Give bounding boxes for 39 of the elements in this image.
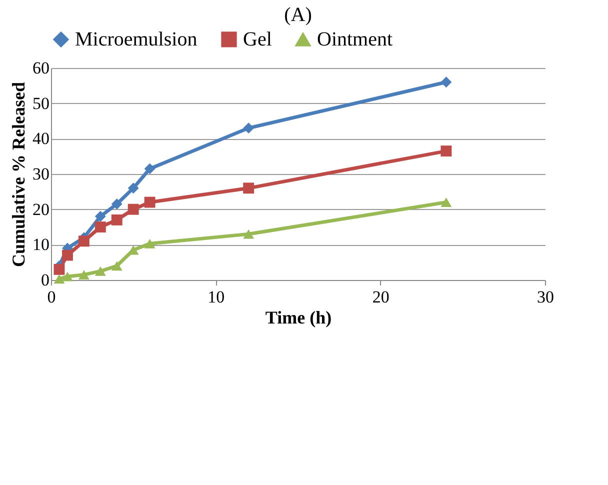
- point: [128, 204, 139, 215]
- y-tick-label: 60: [32, 58, 50, 78]
- point: [54, 264, 65, 275]
- legend-label: Ointment: [317, 28, 393, 50]
- point: [128, 182, 139, 194]
- y-tick-label: 10: [32, 235, 50, 254]
- x-axis-title: Time (h): [265, 308, 332, 328]
- point: [78, 270, 90, 280]
- legend-label: Gel: [243, 28, 272, 50]
- point: [440, 76, 452, 88]
- point: [111, 198, 122, 210]
- point: [94, 210, 106, 222]
- point: [111, 214, 122, 226]
- y-tick-label: 20: [32, 200, 50, 219]
- x-tick-label: 10: [208, 288, 225, 306]
- y-axis-title: Cumulative % Released: [8, 82, 28, 267]
- point: [78, 236, 90, 247]
- point: [144, 163, 156, 174]
- point: [440, 146, 452, 157]
- point: [243, 122, 254, 134]
- point: [243, 229, 254, 239]
- x-tick-label: 30: [537, 288, 554, 306]
- point: [62, 250, 73, 261]
- y-tick-label: 0: [41, 270, 50, 290]
- y-tick-label: 40: [32, 129, 50, 148]
- point: [62, 272, 73, 282]
- y-tick-label: 30: [32, 164, 50, 184]
- point: [243, 182, 254, 194]
- point: [54, 274, 65, 284]
- point: [144, 196, 156, 208]
- point: [144, 238, 156, 248]
- point: [94, 222, 106, 232]
- legend-label: Microemulsion: [75, 28, 198, 50]
- y-tick-label: 50: [32, 94, 50, 113]
- point: [111, 261, 122, 271]
- x-tick-label: 20: [372, 288, 390, 306]
- chart-title: (A): [284, 4, 312, 26]
- point: [440, 198, 452, 208]
- point: [94, 266, 106, 276]
